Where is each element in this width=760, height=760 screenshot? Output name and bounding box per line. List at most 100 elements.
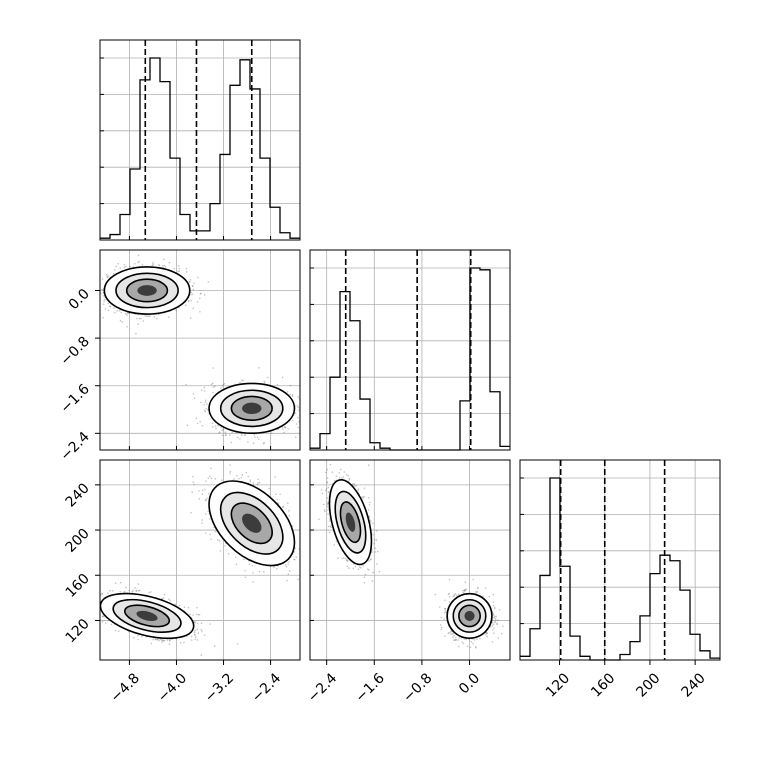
- scatter-point: [306, 432, 308, 434]
- scatter-point: [193, 633, 196, 635]
- scatter-point: [203, 294, 206, 296]
- scatter-point: [112, 272, 115, 275]
- scatter-point: [162, 597, 165, 599]
- scatter-point: [277, 428, 279, 431]
- scatter-point: [244, 434, 246, 437]
- scatter-point: [258, 570, 261, 573]
- scatter-point: [95, 601, 97, 603]
- scatter-point: [372, 522, 374, 525]
- scatter-point: [448, 631, 451, 634]
- scatter-point: [362, 496, 364, 499]
- scatter-point: [241, 434, 243, 437]
- scatter-point: [284, 426, 286, 429]
- scatter-point: [452, 632, 455, 635]
- scatter-point: [454, 636, 457, 639]
- scatter-point: [146, 315, 148, 317]
- scatter-point: [301, 410, 303, 412]
- scatter-point: [286, 391, 289, 393]
- scatter-point: [101, 288, 103, 291]
- scatter-point: [195, 417, 198, 420]
- scatter-point: [234, 556, 237, 559]
- scatter-point: [282, 506, 284, 509]
- scatter-point: [185, 383, 187, 386]
- scatter-point: [137, 583, 140, 585]
- scatter-point: [138, 260, 140, 263]
- scatter-point: [124, 312, 127, 315]
- scatter-point: [135, 589, 137, 592]
- scatter-point: [376, 550, 379, 553]
- scatter-point: [204, 499, 207, 501]
- scatter-point: [367, 464, 370, 466]
- scatter-point: [120, 311, 123, 314]
- scatter-point: [191, 491, 193, 494]
- scatter-point: [493, 615, 496, 618]
- scatter-point: [194, 629, 196, 632]
- scatter-point: [327, 501, 329, 503]
- scatter-point: [370, 551, 373, 554]
- scatter-point: [251, 564, 254, 567]
- x-tick-label: −4.0: [155, 670, 190, 705]
- scatter-point: [161, 639, 163, 642]
- scatter-point: [163, 639, 166, 642]
- scatter-point: [289, 384, 292, 387]
- scatter-point: [169, 599, 171, 602]
- scatter-point: [119, 319, 122, 322]
- scatter-point: [444, 607, 447, 610]
- scatter-point: [448, 596, 451, 598]
- scatter-point: [91, 279, 93, 281]
- scatter-point: [210, 467, 212, 470]
- scatter-point: [304, 417, 306, 419]
- scatter-point: [244, 576, 247, 579]
- scatter-point: [118, 630, 120, 632]
- scatter-point: [306, 412, 308, 414]
- scatter-point: [352, 483, 354, 485]
- scatter-point: [244, 433, 247, 436]
- scatter-point: [486, 632, 488, 634]
- scatter-point: [275, 567, 278, 570]
- scatter-point: [137, 261, 139, 264]
- scatter-point: [444, 599, 446, 602]
- scatter-point: [372, 571, 374, 574]
- scatter-point: [359, 566, 362, 569]
- x-tick-label: −1.6: [353, 670, 388, 705]
- scatter-point: [138, 317, 141, 320]
- scatter-point: [464, 590, 466, 592]
- scatter-point: [282, 428, 284, 431]
- scatter-point: [201, 489, 204, 492]
- scatter-point: [90, 287, 92, 289]
- scatter-point: [295, 423, 298, 425]
- scatter-point: [201, 630, 203, 633]
- scatter-point: [156, 638, 159, 641]
- scatter-point: [341, 477, 343, 479]
- scatter-point: [263, 380, 265, 383]
- scatter-point: [294, 412, 297, 414]
- scatter-point: [195, 613, 198, 616]
- density-contour: [345, 512, 356, 532]
- scatter-point: [368, 560, 370, 562]
- scatter-point: [328, 520, 331, 522]
- scatter-point: [186, 424, 189, 427]
- scatter-point: [464, 588, 467, 591]
- scatter-point: [168, 643, 171, 646]
- panel-frame: [309, 249, 511, 451]
- scatter-point: [479, 637, 481, 640]
- scatter-point: [502, 625, 504, 627]
- scatter-point: [174, 603, 177, 606]
- scatter-point: [325, 471, 327, 474]
- scatter-point: [109, 589, 111, 592]
- scatter-point: [263, 441, 265, 444]
- scatter-point: [186, 635, 188, 638]
- scatter-point: [306, 411, 308, 413]
- scatter-point: [107, 302, 110, 305]
- scatter-point: [215, 427, 217, 430]
- scatter-point: [209, 623, 211, 625]
- scatter-point: [367, 509, 370, 511]
- scatter-point: [210, 383, 213, 386]
- scatter-point: [200, 292, 202, 295]
- scatter-point: [494, 607, 496, 610]
- scatter-point: [444, 609, 447, 612]
- scatter-point: [121, 321, 124, 323]
- scatter-point: [105, 273, 108, 276]
- scatter-point: [301, 414, 303, 416]
- scatter-point: [225, 434, 227, 436]
